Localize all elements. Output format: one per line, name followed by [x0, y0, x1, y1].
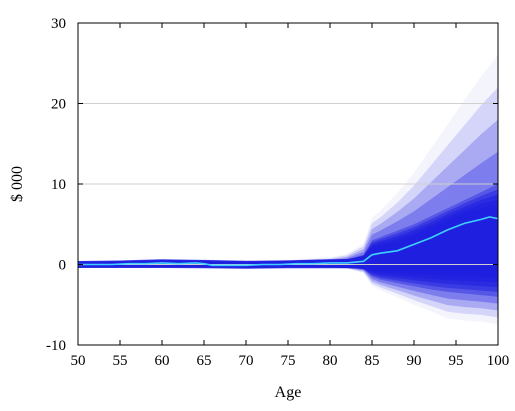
y-tick-label: 10: [51, 177, 66, 193]
x-tick-label: 60: [155, 353, 170, 369]
x-tick-label: 70: [239, 353, 254, 369]
x-tick-label: 75: [281, 353, 296, 369]
x-axis-label: Age: [275, 384, 302, 401]
y-tick-label: 0: [59, 258, 67, 274]
x-tick-label: 90: [407, 353, 422, 369]
x-tick-label: 100: [487, 353, 510, 369]
x-tick-label: 95: [449, 353, 464, 369]
median-line: [78, 216, 499, 267]
x-tick-label: 80: [323, 353, 338, 369]
fan-band: [78, 210, 498, 273]
median-line-layer: [78, 216, 499, 267]
y-tick-label: -10: [46, 338, 66, 354]
y-axis-label: $ 000: [9, 166, 26, 202]
x-tick-label: 85: [365, 353, 380, 369]
x-tick-label: 55: [113, 353, 128, 369]
uncertainty-fan: [78, 55, 498, 325]
axis-ticks: 50 55 60 65 70 75 80 85 90 95 100 -10 0 10 20 30: [46, 16, 509, 369]
y-tick-label: 30: [51, 16, 66, 32]
x-tick-label: 50: [71, 353, 86, 369]
x-tick-label: 65: [197, 353, 212, 369]
y-tick-label: 20: [51, 97, 66, 113]
